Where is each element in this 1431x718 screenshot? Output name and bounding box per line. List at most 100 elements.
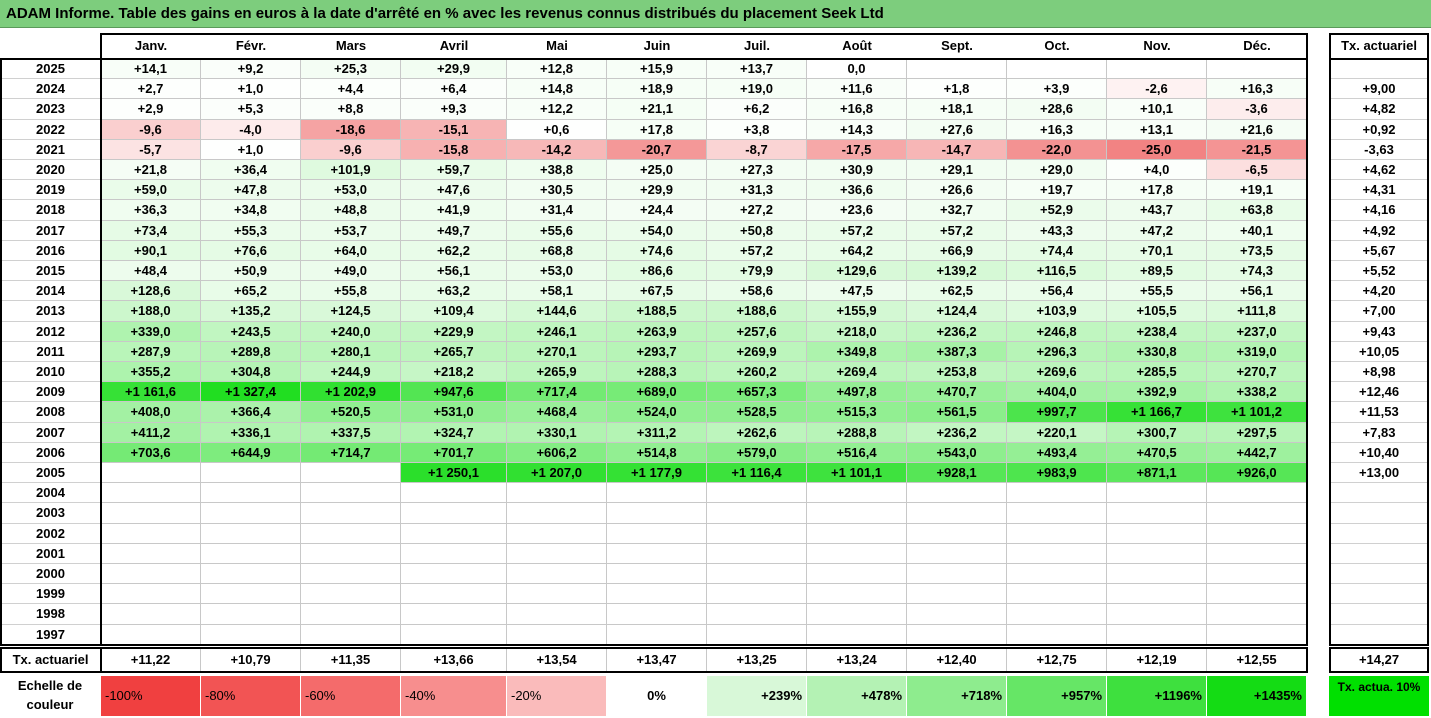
value-cell xyxy=(301,463,401,484)
value-cell xyxy=(1107,483,1207,504)
legend-swatch: -80% xyxy=(201,676,301,716)
value-cell: +155,9 xyxy=(807,301,907,322)
value-cell: +30,9 xyxy=(807,160,907,181)
value-cell: +31,4 xyxy=(507,200,607,221)
value-cell xyxy=(607,584,707,605)
tx-value: +4,82 xyxy=(1329,99,1429,120)
value-cell: +16,8 xyxy=(807,99,907,120)
footer-value: +12,19 xyxy=(1107,647,1207,672)
value-cell: +10,1 xyxy=(1107,99,1207,120)
value-cell: +47,8 xyxy=(201,180,301,201)
value-cell: +330,8 xyxy=(1107,341,1207,362)
value-cell: +27,3 xyxy=(707,160,807,181)
value-cell: +4,0 xyxy=(1107,160,1207,181)
value-cell xyxy=(1107,624,1207,645)
value-cell xyxy=(507,503,607,524)
value-cell xyxy=(1207,483,1307,504)
value-cell: +1,8 xyxy=(907,79,1007,100)
value-cell: +1 116,4 xyxy=(707,463,807,484)
value-cell xyxy=(401,483,507,504)
value-cell xyxy=(907,624,1007,645)
value-cell: +57,2 xyxy=(907,220,1007,241)
value-cell xyxy=(101,584,201,605)
value-cell: +349,8 xyxy=(807,341,907,362)
value-cell xyxy=(1007,483,1107,504)
value-cell: +74,6 xyxy=(607,240,707,261)
value-cell: +240,0 xyxy=(301,321,401,342)
value-cell xyxy=(907,543,1007,564)
year-label: 2025 xyxy=(0,59,101,80)
tx-value: +12,46 xyxy=(1329,382,1429,403)
value-cell: -2,6 xyxy=(1107,79,1207,100)
value-cell: +29,9 xyxy=(401,59,507,80)
value-cell xyxy=(1207,564,1307,585)
tx-value: +11,53 xyxy=(1329,402,1429,423)
value-cell: +246,1 xyxy=(507,321,607,342)
value-cell: +124,4 xyxy=(907,301,1007,322)
value-cell: +40,1 xyxy=(1207,220,1307,241)
value-cell: +17,8 xyxy=(1107,180,1207,201)
value-cell: +236,2 xyxy=(907,422,1007,443)
value-cell xyxy=(707,584,807,605)
value-cell: +701,7 xyxy=(401,442,507,463)
value-cell: +1 161,6 xyxy=(101,382,201,403)
value-cell xyxy=(907,584,1007,605)
value-cell: +25,0 xyxy=(607,160,707,181)
value-cell xyxy=(707,564,807,585)
value-cell: +29,9 xyxy=(607,180,707,201)
tx-value: -3,63 xyxy=(1329,140,1429,160)
value-cell: +67,5 xyxy=(607,281,707,302)
value-cell xyxy=(301,564,401,585)
value-cell: +50,8 xyxy=(707,220,807,241)
tx-value: +7,83 xyxy=(1329,423,1429,443)
value-cell: +54,0 xyxy=(607,220,707,241)
value-cell: +50,9 xyxy=(201,261,301,282)
value-cell: +246,8 xyxy=(1007,321,1107,342)
value-cell xyxy=(807,503,907,524)
value-cell: +47,6 xyxy=(401,180,507,201)
value-cell: +19,7 xyxy=(1007,180,1107,201)
value-cell: +703,6 xyxy=(101,442,201,463)
value-cell xyxy=(201,584,301,605)
value-cell xyxy=(301,483,401,504)
year-label: 1998 xyxy=(0,604,101,625)
value-cell: +15,9 xyxy=(607,59,707,80)
value-cell: +36,4 xyxy=(201,160,301,181)
value-cell: +269,4 xyxy=(807,362,907,383)
value-cell xyxy=(507,604,607,625)
value-cell: +288,8 xyxy=(807,422,907,443)
value-cell: +324,7 xyxy=(401,422,507,443)
value-cell: +89,5 xyxy=(1107,261,1207,282)
value-cell xyxy=(707,483,807,504)
tx-value xyxy=(1329,503,1429,524)
value-cell: +269,9 xyxy=(707,341,807,362)
value-cell: +411,2 xyxy=(101,422,201,443)
value-cell: +871,1 xyxy=(1107,463,1207,484)
value-cell: +442,7 xyxy=(1207,442,1307,463)
year-label: 2022 xyxy=(0,120,101,140)
tx-value xyxy=(1329,564,1429,585)
value-cell xyxy=(707,604,807,625)
legend-swatch: -100% xyxy=(101,676,201,716)
year-label: 2019 xyxy=(0,180,101,201)
value-cell: +269,6 xyxy=(1007,362,1107,383)
value-cell: +62,2 xyxy=(401,240,507,261)
value-cell: +983,9 xyxy=(1007,463,1107,484)
value-cell xyxy=(201,624,301,645)
value-cell: +1 207,0 xyxy=(507,463,607,484)
value-cell: +18,9 xyxy=(607,79,707,100)
value-cell xyxy=(707,503,807,524)
value-cell: +103,9 xyxy=(1007,301,1107,322)
value-cell xyxy=(101,463,201,484)
value-cell: -18,6 xyxy=(301,119,401,140)
value-cell: +392,9 xyxy=(1107,382,1207,403)
value-cell: +73,4 xyxy=(101,220,201,241)
value-cell: +6,4 xyxy=(401,79,507,100)
value-cell xyxy=(607,523,707,544)
value-cell: +135,2 xyxy=(201,301,301,322)
value-cell: +49,7 xyxy=(401,220,507,241)
value-cell: +285,5 xyxy=(1107,362,1207,383)
value-cell: +12,8 xyxy=(507,59,607,80)
tx-value: +9,00 xyxy=(1329,79,1429,100)
value-cell: +63,8 xyxy=(1207,200,1307,221)
